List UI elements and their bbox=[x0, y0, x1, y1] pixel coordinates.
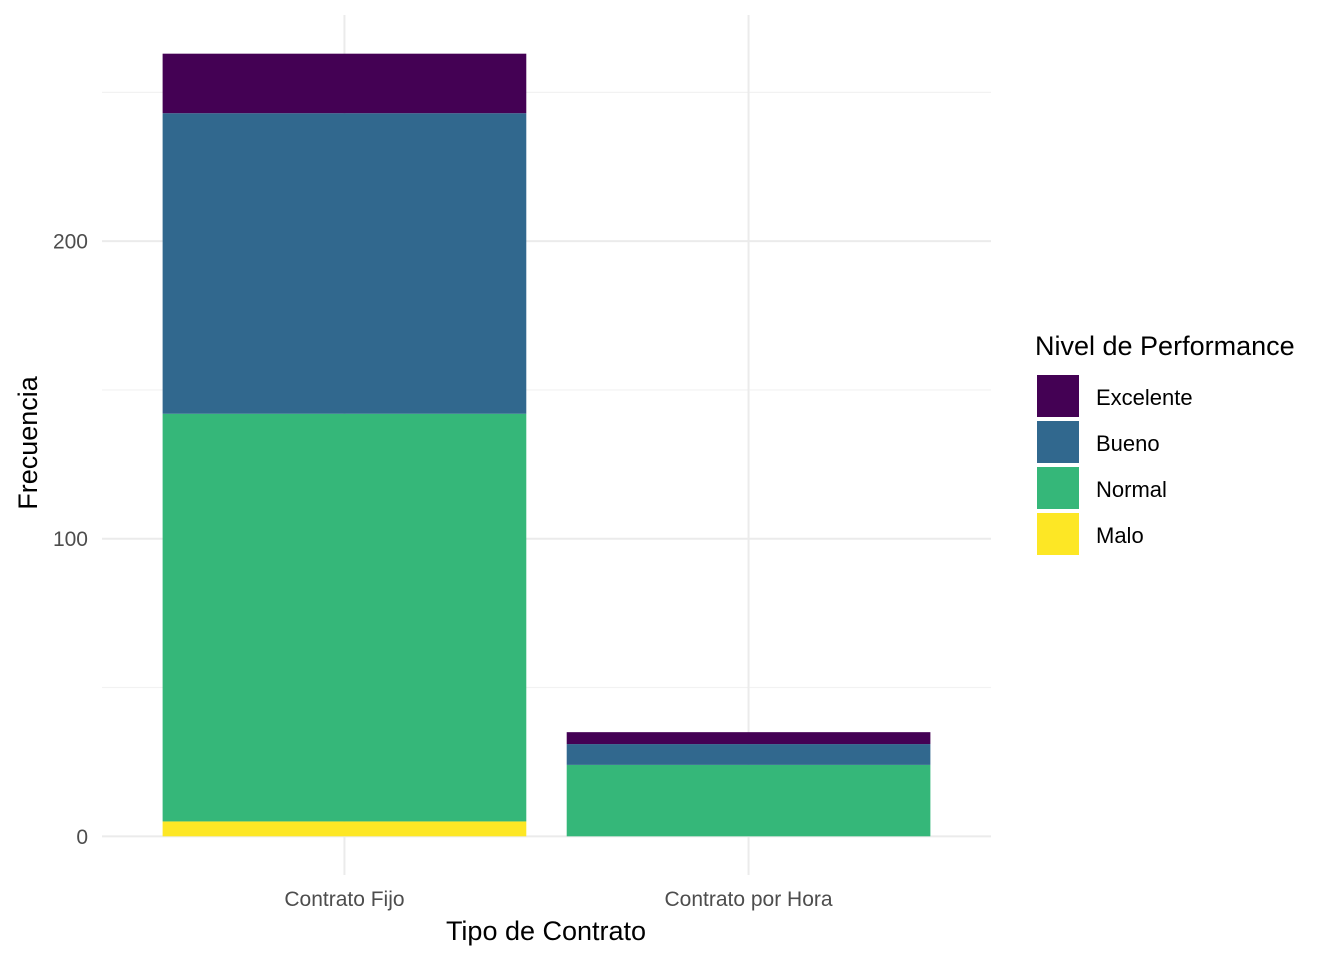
x-axis-title: Tipo de Contrato bbox=[446, 916, 646, 946]
bar-stacks bbox=[162, 53, 931, 837]
legend-label: Normal bbox=[1096, 477, 1167, 502]
y-tick-label: 100 bbox=[53, 528, 88, 551]
bar-stack bbox=[162, 53, 527, 837]
legend-swatch bbox=[1037, 375, 1079, 417]
legend-label: Malo bbox=[1096, 523, 1144, 548]
legend-item: Excelente bbox=[1037, 375, 1193, 417]
bar-segment bbox=[162, 113, 527, 414]
legend-item: Bueno bbox=[1037, 421, 1160, 463]
y-axis-ticks: 0 100 200 bbox=[53, 231, 88, 849]
legend-swatch bbox=[1037, 513, 1079, 555]
x-axis-ticks: Contrato Fijo Contrato por Hora bbox=[284, 888, 833, 911]
legend: Nivel de Performance Excelente Bueno Norma… bbox=[1035, 331, 1295, 555]
legend-swatch bbox=[1037, 421, 1079, 463]
bar-segment bbox=[566, 744, 931, 765]
bar-segment bbox=[566, 732, 931, 745]
legend-items: Excelente Bueno Normal Malo bbox=[1037, 375, 1193, 555]
legend-item: Malo bbox=[1037, 513, 1144, 555]
y-tick-label: 200 bbox=[53, 231, 88, 254]
x-tick-label: Contrato Fijo bbox=[284, 888, 404, 911]
bar-segment bbox=[566, 764, 931, 837]
y-tick-label: 0 bbox=[76, 826, 88, 849]
bar-segment bbox=[162, 53, 527, 114]
y-axis-title: Frecuencia bbox=[13, 375, 43, 510]
legend-label: Excelente bbox=[1096, 385, 1193, 410]
bar-stack bbox=[566, 732, 931, 837]
x-tick-label: Contrato por Hora bbox=[664, 888, 832, 911]
bar-segment bbox=[162, 413, 527, 822]
bar-segment bbox=[162, 821, 527, 837]
legend-swatch bbox=[1037, 467, 1079, 509]
legend-title: Nivel de Performance bbox=[1035, 331, 1295, 361]
legend-item: Normal bbox=[1037, 467, 1167, 509]
legend-label: Bueno bbox=[1096, 431, 1160, 456]
